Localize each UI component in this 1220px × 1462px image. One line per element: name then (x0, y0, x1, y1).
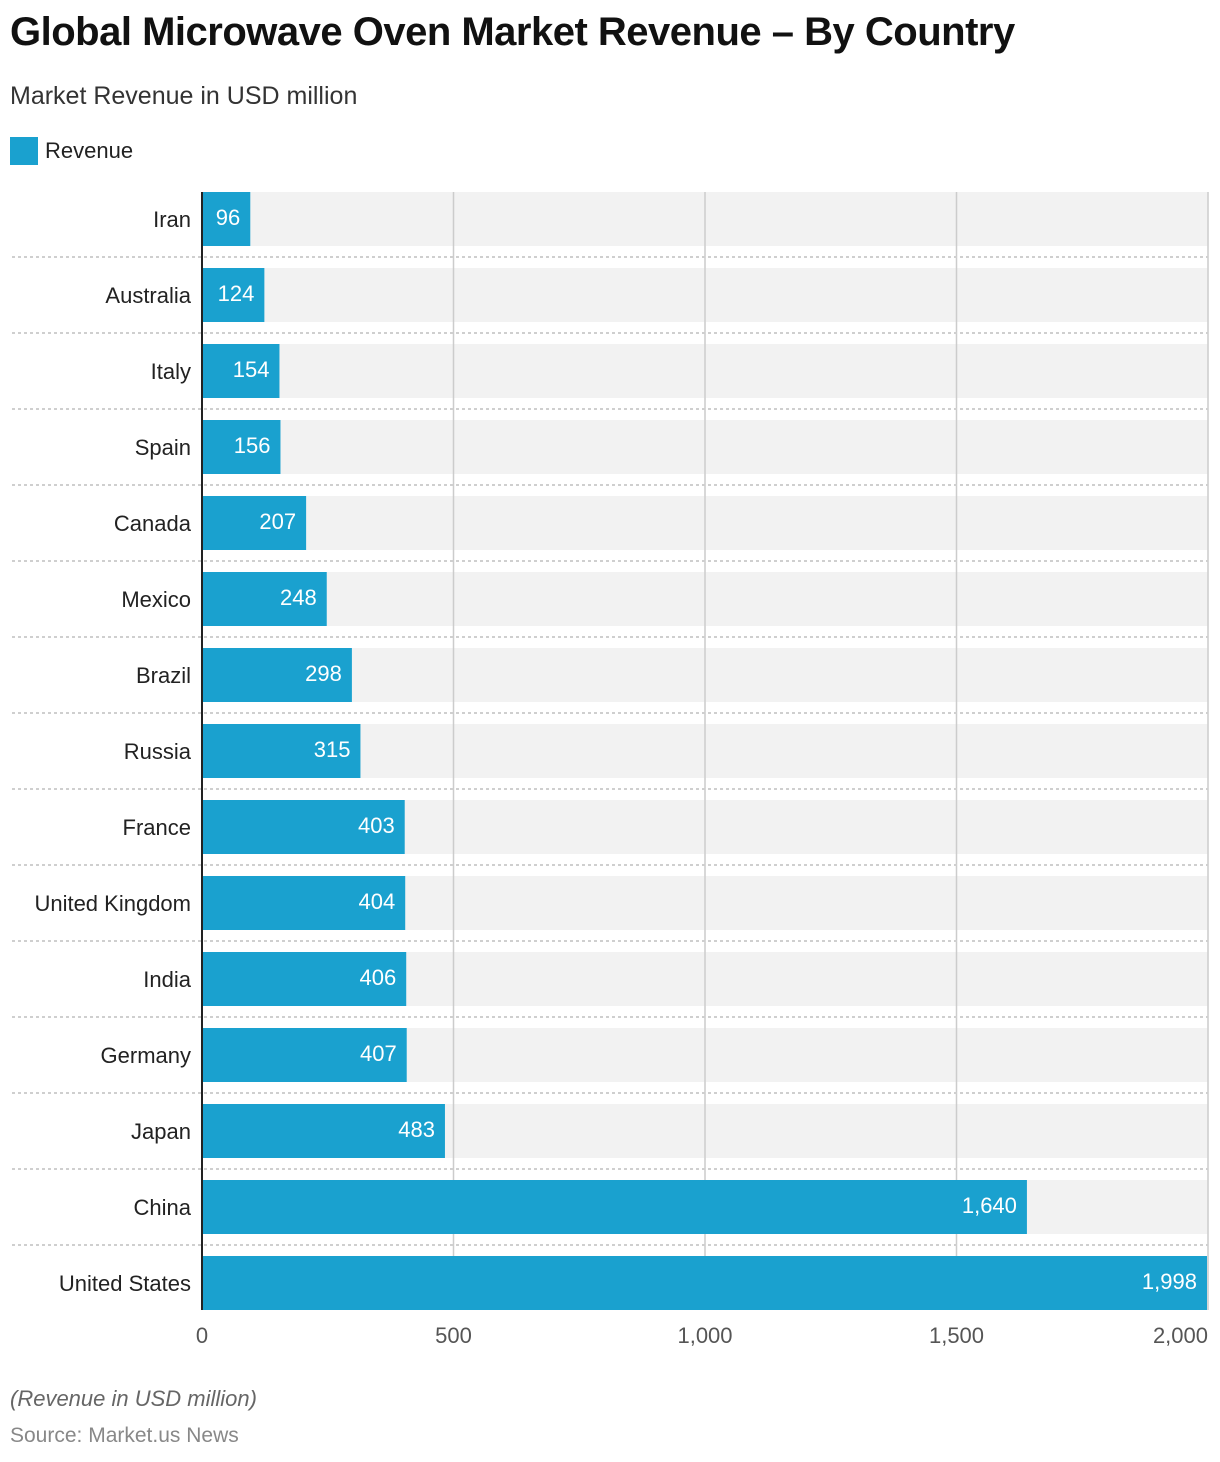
category-label: Russia (124, 739, 192, 764)
value-label: 406 (359, 965, 396, 990)
value-label: 154 (233, 357, 270, 382)
x-tick-label: 1,000 (677, 1323, 732, 1348)
value-label: 404 (358, 889, 395, 914)
category-label: Spain (135, 435, 191, 460)
bar (202, 1256, 1207, 1310)
value-label: 124 (218, 281, 255, 306)
bar (202, 876, 406, 930)
legend-label: Revenue (45, 138, 134, 163)
chart-note: (Revenue in USD million) (10, 1386, 257, 1411)
category-label: France (123, 815, 191, 840)
bar (202, 648, 352, 702)
value-label: 1,998 (1142, 1269, 1197, 1294)
category-label: Italy (151, 359, 191, 384)
value-label: 407 (360, 1041, 397, 1066)
bar (202, 1180, 1027, 1234)
bar (202, 192, 251, 246)
bar (202, 268, 265, 322)
value-label: 298 (305, 661, 342, 686)
value-label: 207 (259, 509, 296, 534)
category-label: Iran (153, 207, 191, 232)
bar (202, 1028, 407, 1082)
value-label: 1,640 (962, 1193, 1017, 1218)
value-label: 483 (398, 1117, 435, 1142)
chart-source: Source: Market.us News (10, 1424, 239, 1447)
category-label: Germany (101, 1043, 191, 1068)
value-label: 248 (280, 585, 317, 610)
category-label: United States (59, 1271, 191, 1296)
bar (202, 344, 280, 398)
value-label: 96 (216, 205, 240, 230)
bar (202, 496, 307, 550)
bar-chart: Iran 96 Australia 124 Italy 154 Spain 156 Canada… (12, 192, 1209, 1348)
category-label: China (134, 1195, 192, 1220)
bar (202, 420, 281, 474)
x-tick-label: 500 (435, 1323, 472, 1348)
value-label: 403 (358, 813, 395, 838)
chart-title: Global Microwave Oven Market Revenue – B… (10, 10, 1015, 54)
category-label: Canada (114, 511, 192, 536)
category-label: United Kingdom (34, 891, 191, 916)
chart-subtitle: Market Revenue in USD million (10, 82, 358, 110)
value-label: 315 (314, 737, 351, 762)
bar (202, 572, 327, 626)
category-label: India (143, 967, 191, 992)
category-label: Japan (131, 1119, 191, 1144)
legend: Revenue (10, 137, 133, 165)
bar (202, 724, 361, 778)
bar (202, 800, 405, 854)
category-label: Mexico (121, 587, 191, 612)
x-tick-label: 0 (196, 1323, 208, 1348)
x-tick-label: 2,000 (1153, 1323, 1208, 1348)
value-label: 156 (234, 433, 271, 458)
legend-swatch (10, 137, 38, 165)
bar (202, 952, 407, 1006)
x-tick-label: 1,500 (929, 1323, 984, 1348)
category-label: Australia (105, 283, 191, 308)
category-label: Brazil (136, 663, 191, 688)
bar (202, 1104, 445, 1158)
